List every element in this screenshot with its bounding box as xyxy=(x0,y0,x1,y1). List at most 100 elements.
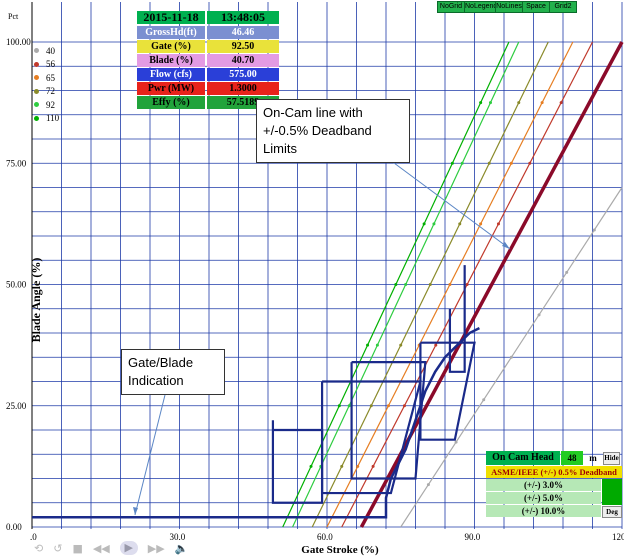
info-value: 575.00 xyxy=(207,68,279,81)
deg-button[interactable]: Deg xyxy=(602,506,622,518)
oncam-callout-line1: On-Cam line with xyxy=(263,105,363,120)
series-point xyxy=(555,161,559,165)
series-point xyxy=(432,222,436,226)
oncam-arrowhead xyxy=(502,242,510,249)
legend-label: 72 xyxy=(46,86,55,97)
series-point xyxy=(366,343,370,347)
legend-item: 65 xyxy=(34,71,59,85)
series-point xyxy=(479,222,483,226)
legend-label: 40 xyxy=(46,45,55,56)
x-tick-label: 60.0 xyxy=(317,532,333,542)
legend-dot xyxy=(34,75,39,81)
series-point xyxy=(434,343,438,347)
gate-blade-callout: Gate/Blade Indication xyxy=(121,349,225,395)
legend-dot xyxy=(34,88,39,94)
series-point xyxy=(490,283,494,286)
series-point xyxy=(386,404,390,408)
toolbar-button-nolines[interactable]: NoLines xyxy=(495,1,523,13)
y-axis-label: Blade Angle (%) xyxy=(29,258,43,343)
oncam-arrow xyxy=(389,159,511,250)
media-player-bar: ⟲ ↺ ■ ◀◀ ▶ ▶▶ 🔈 xyxy=(34,540,254,556)
info-value: 40.70 xyxy=(207,54,279,67)
date-value: 2015-11-18 xyxy=(137,11,205,24)
legend-label: 56 xyxy=(46,59,55,70)
series-point xyxy=(509,161,513,165)
series-point xyxy=(399,343,403,347)
series-point xyxy=(428,283,432,286)
series-point xyxy=(404,283,408,286)
info-label: Flow (cfs) xyxy=(137,68,205,81)
stop-icon[interactable]: ■ xyxy=(72,541,83,555)
legend-item: 40 xyxy=(34,44,59,58)
y-tick-label: 0.00 xyxy=(6,522,22,532)
tolerance-5[interactable]: (+/-) 5.0% xyxy=(486,492,601,504)
trace-step xyxy=(271,420,324,504)
series-point xyxy=(487,161,491,165)
series-point xyxy=(425,404,429,408)
series-point xyxy=(479,101,483,105)
x-axis-label: Gate Stroke (%) xyxy=(301,544,379,556)
info-value: 1.3000 xyxy=(207,82,279,95)
info-value: 92.50 xyxy=(207,40,279,53)
oncam-callout: On-Cam line with +/-0.5% Deadband Limits xyxy=(256,99,410,163)
series-point xyxy=(402,404,406,408)
series-point xyxy=(488,101,492,105)
y-tick-label: 75.00 xyxy=(6,158,27,168)
volume-icon[interactable]: 🔈 xyxy=(174,541,189,555)
chart-ticks: .0 30.0 60.0 90.0 120 0.00 25.00 50.00 75.00 100.… xyxy=(6,37,624,542)
asme-deadband[interactable]: ASME/IEEE (+/-) 0.5% Deadband xyxy=(486,466,622,478)
tolerance-3[interactable]: (+/-) 3.0% xyxy=(486,479,601,491)
trace-step xyxy=(350,361,427,480)
trace-step xyxy=(320,380,422,495)
trace-line xyxy=(32,327,480,519)
toolbar-button-space[interactable]: Space xyxy=(522,1,550,13)
play-icon[interactable]: ▶ xyxy=(119,541,138,555)
info-label: Gate (%) xyxy=(137,40,205,53)
y-tick-label: 25.00 xyxy=(6,401,27,411)
forward-icon[interactable]: ▶▶ xyxy=(147,541,165,555)
series-point xyxy=(450,161,454,165)
toolbar-button-nolegend[interactable]: NoLegend xyxy=(464,1,497,13)
legend-label: 92 xyxy=(46,99,55,110)
on-cam-panel: On Cam Head 48 m Hide ASME/IEEE (+/-) 0.… xyxy=(486,451,622,518)
on-cam-title: On Cam Head xyxy=(486,451,560,465)
y-tick-label: 100.00 xyxy=(6,37,31,47)
oncam-callout-line3: Limits xyxy=(263,141,297,156)
hide-button[interactable]: Hide xyxy=(603,451,620,465)
info-label: Effy (%) xyxy=(137,96,205,109)
oncam-callout-line2: +/-0.5% Deadband xyxy=(263,123,372,138)
series-point xyxy=(340,464,344,468)
info-label: Blade (%) xyxy=(137,54,205,67)
trace-step xyxy=(448,265,466,373)
loop-icon[interactable]: ⟲ xyxy=(34,541,44,555)
series-point xyxy=(356,464,360,468)
gate-blade-trace xyxy=(32,265,480,519)
time-value: 13:48:05 xyxy=(207,11,279,24)
callout-arrows xyxy=(133,159,511,516)
legend-dot xyxy=(34,102,39,108)
gate-arrow xyxy=(134,394,166,516)
series-point xyxy=(371,464,375,468)
legend-item: 110 xyxy=(34,112,59,126)
on-cam-unit: m xyxy=(589,453,597,463)
series-point xyxy=(587,101,591,105)
series-point xyxy=(528,161,532,165)
on-cam-head-value[interactable]: 48 xyxy=(561,451,583,465)
info-row: GrossHd(ft) 46.46 xyxy=(137,26,279,39)
repeat-icon[interactable]: ↺ xyxy=(53,541,63,555)
series-point xyxy=(454,440,458,444)
rewind-icon[interactable]: ◀◀ xyxy=(92,541,110,555)
legend-label: 110 xyxy=(46,113,60,124)
toolbar-button-grid2[interactable]: Grid2 xyxy=(549,1,577,13)
info-row: Gate (%) 92.50 xyxy=(137,40,279,53)
series-point xyxy=(592,228,596,232)
tolerance-10[interactable]: (+/-) 10.0% xyxy=(486,505,601,517)
y-unit-label: Pct xyxy=(8,12,19,21)
toolbar-button-nogrid[interactable]: NoGrid xyxy=(437,1,465,13)
gate-callout-line1: Gate/Blade xyxy=(128,355,194,370)
series-point xyxy=(375,343,379,347)
series-point xyxy=(496,222,500,226)
y-tick-label: 50.00 xyxy=(6,280,27,290)
legend-item: 72 xyxy=(34,85,59,99)
